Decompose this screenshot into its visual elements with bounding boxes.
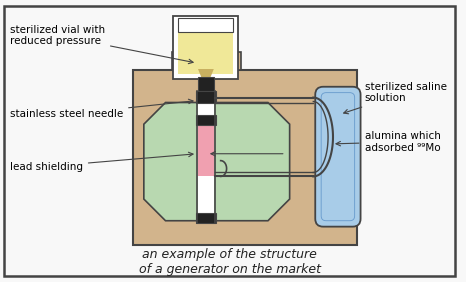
Bar xyxy=(198,91,214,223)
Polygon shape xyxy=(198,69,214,79)
Bar xyxy=(172,52,241,70)
Bar xyxy=(196,213,216,223)
Bar xyxy=(178,25,233,74)
Bar xyxy=(196,91,216,103)
Text: stainless steel needle: stainless steel needle xyxy=(10,99,193,119)
FancyBboxPatch shape xyxy=(315,87,361,227)
Text: alumina which
adsorbed ⁹⁹Mo: alumina which adsorbed ⁹⁹Mo xyxy=(336,131,440,153)
Bar xyxy=(198,77,214,91)
Polygon shape xyxy=(144,103,290,221)
Bar xyxy=(133,70,356,245)
Bar xyxy=(173,16,239,79)
Text: lead shielding: lead shielding xyxy=(10,152,193,171)
Bar xyxy=(196,115,216,125)
Bar xyxy=(198,125,214,177)
Text: sterilized saline
solution: sterilized saline solution xyxy=(344,82,446,114)
Text: an example of the structure
of a generator on the market: an example of the structure of a generat… xyxy=(138,248,321,276)
Text: sterilized vial with
reduced pressure: sterilized vial with reduced pressure xyxy=(10,25,193,64)
Bar xyxy=(178,18,233,32)
